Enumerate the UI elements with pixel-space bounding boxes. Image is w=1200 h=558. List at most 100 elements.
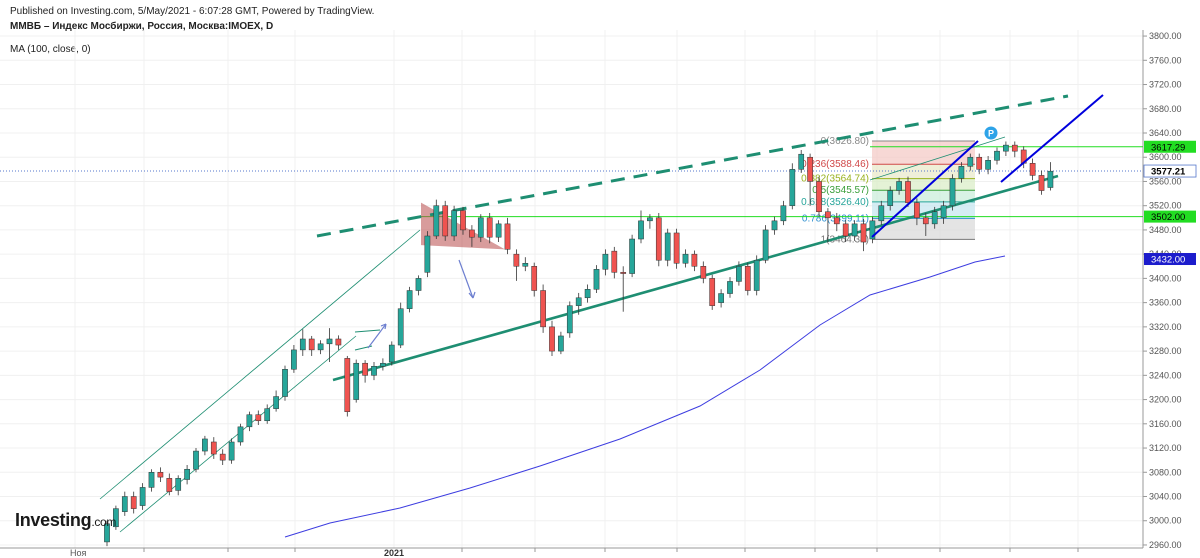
candle-body bbox=[949, 178, 956, 206]
y-tick-label: 3320.00 bbox=[1149, 322, 1182, 332]
fib-level-label: 0.382(3564.74) bbox=[801, 174, 869, 185]
candle-body bbox=[299, 338, 306, 351]
candle-body bbox=[629, 238, 635, 274]
candle-body bbox=[833, 217, 840, 225]
candle-body bbox=[130, 496, 137, 509]
candle-body bbox=[1011, 144, 1018, 152]
published-info: Published on Investing.com, 5/May/2021 -… bbox=[10, 6, 375, 17]
candle-body bbox=[1029, 163, 1036, 176]
candle-body bbox=[771, 220, 778, 231]
y-tick-label: 3200.00 bbox=[1149, 395, 1182, 405]
fib-zone bbox=[872, 178, 975, 191]
y-tick-label: 3800.00 bbox=[1149, 31, 1182, 41]
candle-body bbox=[255, 414, 262, 422]
y-tick-label: 2960.00 bbox=[1149, 540, 1182, 550]
fib-level-label: 0.5(3545.57) bbox=[812, 185, 869, 196]
candle-body bbox=[753, 259, 760, 291]
candle-body bbox=[442, 205, 449, 237]
candle-body bbox=[531, 266, 538, 291]
dashed-resistance-line bbox=[316, 94, 1069, 238]
candle-body bbox=[424, 235, 431, 273]
candle-body bbox=[896, 181, 902, 191]
price-badge-label: 3577.21 bbox=[1151, 167, 1186, 178]
y-tick-label: 3400.00 bbox=[1149, 273, 1182, 283]
candle-body bbox=[736, 266, 742, 282]
candle-body bbox=[869, 220, 876, 240]
candle-body bbox=[246, 414, 253, 428]
candle-body bbox=[513, 253, 520, 267]
candle-body bbox=[967, 156, 974, 167]
y-tick-label: 3560.00 bbox=[1149, 176, 1182, 186]
candle-body bbox=[1038, 175, 1045, 191]
fib-level-label: 0(3626.80) bbox=[821, 136, 869, 147]
main-trend-line bbox=[332, 174, 1059, 382]
price-badge bbox=[1144, 210, 1196, 223]
candle-body bbox=[388, 344, 395, 363]
candle-body bbox=[647, 217, 653, 222]
candle-body bbox=[905, 181, 911, 203]
projection-arrow-head bbox=[468, 291, 476, 299]
y-tick-label: 3000.00 bbox=[1149, 516, 1182, 526]
projection-arrow bbox=[367, 323, 387, 349]
candle-body bbox=[780, 205, 787, 222]
candle-body bbox=[184, 468, 190, 480]
indicator-label: MA (100, close, 0) bbox=[10, 44, 91, 55]
candle-body bbox=[219, 453, 226, 461]
candle-body bbox=[638, 220, 644, 240]
candle-body bbox=[825, 211, 831, 219]
candle-body bbox=[878, 205, 885, 222]
projection-arrow-head bbox=[380, 323, 387, 330]
candle-body bbox=[593, 269, 600, 290]
logo-text: Investing bbox=[15, 510, 92, 530]
candle-body bbox=[433, 205, 440, 237]
candle-body bbox=[264, 408, 271, 422]
candle-body bbox=[451, 210, 457, 237]
candle-body bbox=[397, 308, 404, 346]
candle-body bbox=[157, 472, 164, 478]
y-tick-label: 3240.00 bbox=[1149, 370, 1182, 380]
candle-body bbox=[1047, 170, 1054, 188]
candle-body bbox=[415, 278, 422, 291]
price-badge bbox=[1144, 140, 1196, 153]
pivot-marker bbox=[984, 126, 998, 140]
candle-body bbox=[744, 266, 751, 291]
candle-body bbox=[148, 472, 155, 488]
instrument-title: ММВБ – Индекс Мосбиржи, Россия, Москва:I… bbox=[10, 21, 274, 32]
y-tick-label: 3360.00 bbox=[1149, 298, 1182, 308]
candle-body bbox=[210, 441, 217, 455]
candle-body bbox=[237, 426, 244, 443]
candle-body bbox=[113, 508, 119, 528]
y-tick-label: 3760.00 bbox=[1149, 55, 1182, 65]
candle-body bbox=[584, 289, 591, 299]
candle-body bbox=[860, 223, 867, 243]
candle-body bbox=[228, 441, 235, 461]
candle-body bbox=[504, 223, 511, 250]
candle-body bbox=[727, 281, 733, 294]
fib-zone bbox=[872, 190, 975, 202]
candle-body bbox=[575, 297, 582, 306]
candle-body bbox=[202, 438, 208, 452]
candle-body bbox=[486, 217, 493, 238]
candle-body bbox=[477, 217, 484, 238]
candle-body bbox=[664, 232, 671, 261]
candle-body bbox=[104, 523, 110, 543]
candle-body bbox=[718, 293, 724, 303]
candle-body bbox=[495, 223, 502, 238]
projected-trend-line bbox=[1000, 94, 1104, 183]
y-tick-label: 3040.00 bbox=[1149, 492, 1182, 502]
candle-body bbox=[344, 358, 351, 412]
price-badge-label: 3432.00 bbox=[1151, 255, 1185, 266]
candle-body bbox=[558, 335, 564, 352]
candle-body bbox=[175, 478, 182, 491]
candle-body bbox=[655, 217, 662, 261]
logo-suffix: .com bbox=[91, 515, 117, 529]
price-badge-label: 3502.00 bbox=[1151, 212, 1185, 223]
price-badge bbox=[1144, 253, 1196, 266]
pattern-line bbox=[354, 329, 381, 333]
candle-body bbox=[611, 250, 618, 273]
candle-body bbox=[816, 181, 822, 213]
investing-logo: Investing.com bbox=[15, 510, 116, 531]
ma-100-line bbox=[284, 255, 1006, 538]
candle-body bbox=[700, 266, 707, 279]
